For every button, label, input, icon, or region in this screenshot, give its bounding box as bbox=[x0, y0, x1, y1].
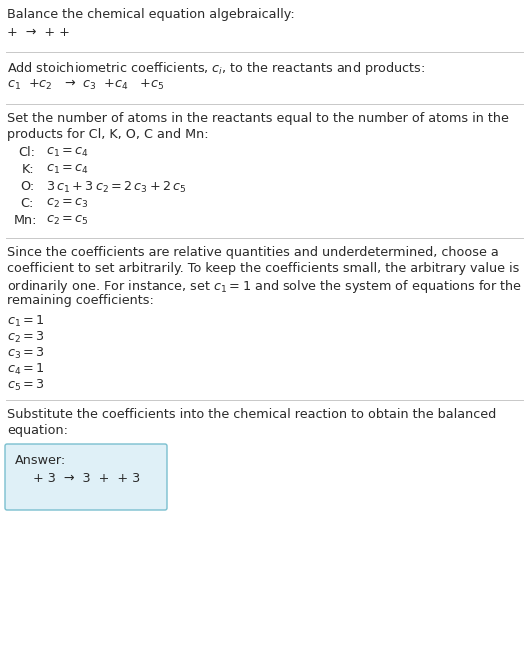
Text: C:: C: bbox=[20, 197, 33, 210]
Text: $c_1 = c_4$: $c_1 = c_4$ bbox=[46, 163, 89, 176]
Text: $3\,c_1 + 3\,c_2 = 2\,c_3 + 2\,c_5$: $3\,c_1 + 3\,c_2 = 2\,c_3 + 2\,c_5$ bbox=[46, 180, 187, 195]
Text: +  →  + +: + → + + bbox=[7, 26, 70, 39]
Text: K:: K: bbox=[22, 163, 34, 176]
Text: $c_2 = 3$: $c_2 = 3$ bbox=[7, 330, 45, 345]
Text: $c_1 = c_4$: $c_1 = c_4$ bbox=[46, 146, 89, 159]
Text: $c_2 = c_5$: $c_2 = c_5$ bbox=[46, 214, 89, 227]
Text: coefficient to set arbitrarily. To keep the coefficients small, the arbitrary va: coefficient to set arbitrarily. To keep … bbox=[7, 262, 519, 275]
Text: $c_1 = 1$: $c_1 = 1$ bbox=[7, 314, 44, 329]
Text: $c_1$  +$c_2$   →  $c_3$  +$c_4$   +$c_5$: $c_1$ +$c_2$ → $c_3$ +$c_4$ +$c_5$ bbox=[7, 78, 165, 92]
Text: remaining coefficients:: remaining coefficients: bbox=[7, 294, 154, 307]
Text: Cl:: Cl: bbox=[18, 146, 35, 159]
Text: Balance the chemical equation algebraically:: Balance the chemical equation algebraica… bbox=[7, 8, 295, 21]
Text: O:: O: bbox=[20, 180, 34, 193]
Text: Since the coefficients are relative quantities and underdetermined, choose a: Since the coefficients are relative quan… bbox=[7, 246, 499, 259]
Text: Mn:: Mn: bbox=[14, 214, 38, 227]
Text: Answer:: Answer: bbox=[15, 454, 66, 467]
Text: Set the number of atoms in the reactants equal to the number of atoms in the: Set the number of atoms in the reactants… bbox=[7, 112, 509, 125]
Text: $c_5 = 3$: $c_5 = 3$ bbox=[7, 378, 45, 393]
Text: $c_2 = c_3$: $c_2 = c_3$ bbox=[46, 197, 89, 210]
Text: products for Cl, K, O, C and Mn:: products for Cl, K, O, C and Mn: bbox=[7, 128, 208, 141]
Text: Substitute the coefficients into the chemical reaction to obtain the balanced: Substitute the coefficients into the che… bbox=[7, 408, 496, 421]
FancyBboxPatch shape bbox=[5, 444, 167, 510]
Text: ordinarily one. For instance, set $c_1 = 1$ and solve the system of equations fo: ordinarily one. For instance, set $c_1 =… bbox=[7, 278, 522, 295]
Text: $c_4 = 1$: $c_4 = 1$ bbox=[7, 362, 44, 377]
Text: Add stoichiometric coefficients, $c_i$, to the reactants and products:: Add stoichiometric coefficients, $c_i$, … bbox=[7, 60, 425, 77]
Text: equation:: equation: bbox=[7, 424, 68, 437]
Text: $c_3 = 3$: $c_3 = 3$ bbox=[7, 346, 45, 361]
Text: + 3  →  3  +  + 3: + 3 → 3 + + 3 bbox=[25, 472, 140, 485]
